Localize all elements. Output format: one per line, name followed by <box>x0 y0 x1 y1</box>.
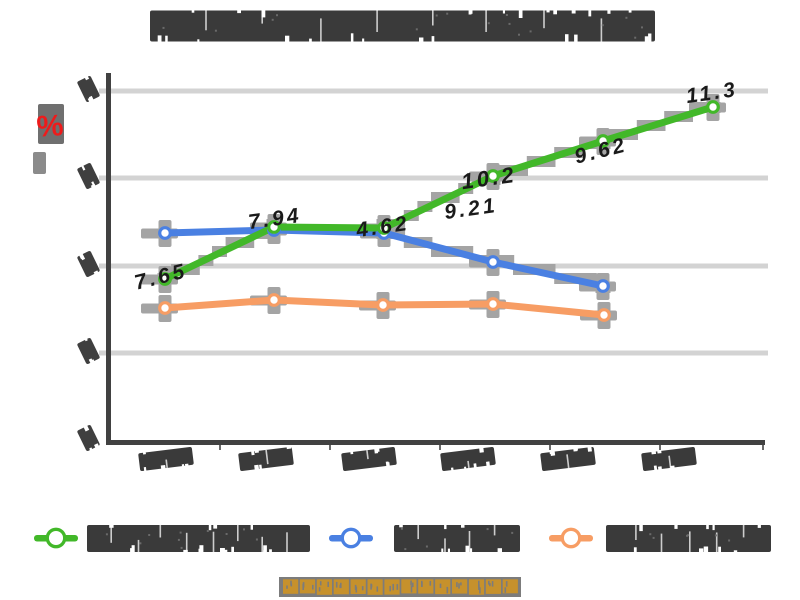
svg-text:%: % <box>36 109 65 144</box>
